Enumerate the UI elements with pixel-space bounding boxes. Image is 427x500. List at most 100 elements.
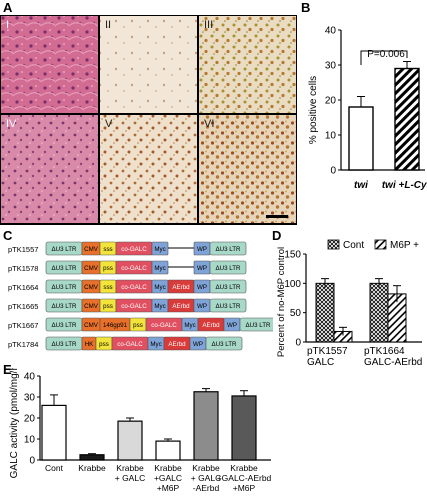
chart-b-xlabel-2: twi +L-Cys [382,180,427,191]
construct-part-label: WP [227,322,237,329]
construct-part-label: WP [197,265,207,272]
chart-d-ytick-label: 0 [295,338,301,349]
chart-b-pvalue: P=0.006 [367,49,405,60]
construct-part-label: ΔU3 LTR [216,303,242,310]
construct-part-label: ΔU3 LTR [52,265,78,272]
construct-part-label: ΔU3 LTR [52,303,78,310]
chart-d-xlabel-2a: pTK1664 [364,346,405,357]
chart-d-xlabel-1b: GALC [307,357,334,367]
tile-label-1: I [6,19,10,31]
construct-part-label: WP [197,246,207,253]
construct-part-label: ΔU3 LTR [52,284,78,291]
construct-name: pTK1557 [8,245,38,254]
construct-part-label: CMV [84,265,99,272]
micrograph-tile-4 [1,115,98,223]
construct-part-label: ΔU3 LTR [246,322,272,329]
construct-part-label: Myc [150,341,161,348]
construct-part-label: CMV [84,284,99,291]
construct-part-label: CMV [84,322,99,329]
construct-part-label: Myc [154,284,165,291]
chart-d-bar [315,282,335,343]
construct-part-label: ΔU3 LTR [216,284,242,291]
construct-part-label: ΔU3 LTR [216,265,242,272]
construct-part-label: sss [103,284,112,291]
chart-d: Percent of no-M6P control Cont M6P + 0 50… [276,239,422,367]
construct-part [209,241,247,256]
chart-e-ytick-label: 10 [24,435,36,446]
chart-e-xlabel: Cont [45,463,64,473]
construct-part-label: ΔU3 LTR [52,341,78,348]
chart-e-ytick-label: 40 [24,372,36,383]
chart-e-xlabel: +GALC-AErbd [217,473,272,483]
chart-d-xlabel-2b: GALC-AErbd [364,357,422,367]
construct-part-label: pss [103,303,113,310]
legend-label-cont: Cont [343,240,364,251]
construct-part-label: AErbd [168,341,186,348]
construct-part-label: co-GALC [121,265,147,272]
construct-part-label: WP [197,303,207,310]
chart-d-ylabel: Percent of no-M6P control [276,247,287,357]
chart-b-ytick-label: 40 [325,26,337,37]
micrograph-tile-6 [199,115,296,223]
chart-b-ytick-label: 30 [325,61,337,72]
construct-part-label: Myc [154,246,165,253]
micrograph-tile-3 [199,16,296,113]
chart-b-ytick-label: 0 [330,166,336,177]
construct-part-label: co-GALC [121,246,147,253]
construct-part-label: Myc [154,303,165,310]
construct-part-label: CMV [84,246,99,253]
tile-label-5: V [105,118,113,130]
chart-b-ytick-label: 10 [325,131,337,142]
micrograph-tile-1 [1,16,98,113]
chart-e-xlabel: + GALC [115,473,145,483]
construct-part-label: Myc [184,322,195,329]
construct-part-label: AErbd [202,322,220,329]
panel-label-c: C [3,228,13,243]
chart-e-ytick-label: 20 [24,414,36,425]
construct-part-label: co-GALC [121,303,147,310]
panel-label-a: A [3,0,13,15]
tile-label-3: III [204,19,214,31]
construct-part-label: WP [193,341,203,348]
tile-label-4: IV [6,118,17,130]
construct-part [209,260,247,275]
construct-part-label: CMV [84,303,99,310]
chart-b-ytick-label: 20 [325,96,337,107]
panel-label-e: E [3,362,12,377]
construct-part-label: AErbd [172,303,190,310]
chart-e-xlabel: Krabbe [230,463,258,473]
tile-label-6: VI [204,118,215,130]
construct-part-label: AErbd [172,284,190,291]
chart-e-xlabel: +M6P [233,483,256,493]
chart-e-bar [193,391,219,461]
construct-name: pTK1784 [8,340,38,349]
chart-d-ytick-label: 150 [284,250,301,261]
tile-label-2: II [105,19,112,31]
chart-b-ylabel: % positive cells [308,76,319,144]
chart-e-xlabel: +GALC [154,473,182,483]
legend-swatch-cont [327,239,340,250]
chart-e-xlabel: + GALC [191,473,221,483]
chart-e-bar [231,395,257,461]
panel-label-b: B [301,0,311,15]
chart-e-xlabel: -AErbd [193,483,220,493]
chart-e-bar [79,454,105,461]
chart-e-ytick-label: 30 [24,393,36,404]
construct-part-label: ΔU3 LTR [52,246,78,253]
construct-part [205,336,243,351]
chart-e-bar [155,440,181,461]
construct-part-label: pss [99,341,109,348]
chart-d-xlabel-1a: pTK1557 [307,346,348,357]
construct-name: pTK1667 [8,321,38,330]
construct-part-label: pss [103,265,113,272]
construct-part-label: 146gp91 [103,322,128,329]
construct-name: pTK1665 [8,302,38,311]
construct-part-label: ΔU3 LTR [216,246,242,253]
chart-e-bar [117,420,143,461]
chart-e-ylabel: GALC activity (pmol/mg/h) [9,368,20,478]
micrograph-tile-5 [100,115,197,223]
chart-b: % positive cells 0 10 20 30 40 P=0.006 twi t… [308,26,427,192]
chart-e-xlabel: Krabbe [192,463,220,473]
construct-part-label: co-GALC [151,322,177,329]
construct-name: pTK1578 [8,264,38,273]
